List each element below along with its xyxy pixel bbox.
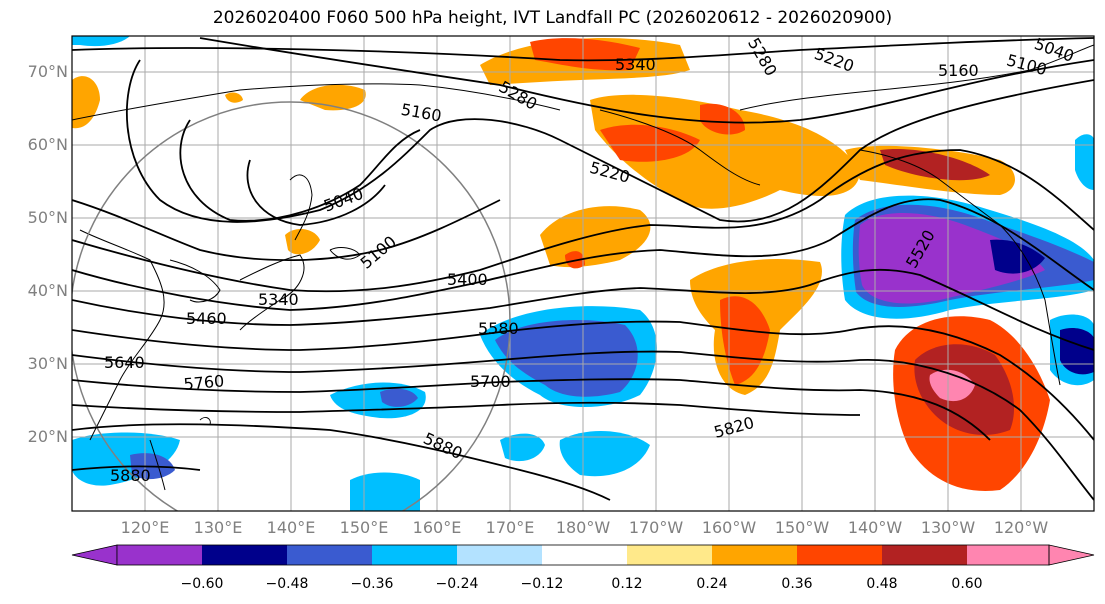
colorbar-tick: −0.48 (265, 576, 309, 592)
contour-label: 5700 (470, 372, 511, 391)
lat-label: 50°N (27, 208, 68, 227)
lon-label: 160°W (701, 518, 757, 537)
colorbar-tick: −0.24 (435, 576, 479, 592)
map-frame (71, 35, 1095, 512)
lon-label: 170°W (628, 518, 684, 537)
lon-label: 150°E (339, 518, 389, 537)
contour-label: 5400 (447, 270, 488, 289)
colorbar-segment (542, 545, 627, 565)
lon-label: 160°E (412, 518, 462, 537)
lon-label: 130°W (920, 518, 976, 537)
lat-label: 20°N (27, 427, 68, 446)
colorbar-extend-high (1048, 544, 1095, 566)
ivt-positive-anomalies (225, 37, 1050, 491)
contour-label: 5880 (110, 466, 151, 485)
colorbar-segment (882, 545, 967, 565)
contour-label: 5340 (615, 55, 656, 74)
lon-label: 150°W (774, 518, 830, 537)
height-contours (72, 37, 1094, 501)
lon-label: 140°E (266, 518, 316, 537)
lat-label: 40°N (27, 281, 68, 300)
colorbar-segment (287, 545, 372, 565)
colorbar-tick: 0.48 (866, 576, 898, 592)
contour-label: 5640 (104, 353, 145, 372)
colorbar-tick: −0.60 (180, 576, 224, 592)
colorbar-segment (457, 545, 542, 565)
lon-label: 140°W (847, 518, 903, 537)
reference-circle (72, 101, 511, 511)
contour-label: 5760 (183, 371, 225, 393)
colorbar-tick: 0.36 (781, 576, 813, 592)
lat-label: 70°N (27, 62, 68, 81)
lon-label: 120°E (120, 518, 170, 537)
colorbar-tick: 0.60 (951, 576, 983, 592)
contour-label: 5340 (258, 290, 299, 309)
colorbar-segment (117, 545, 202, 565)
contour-label: 5460 (186, 309, 227, 328)
colorbar-tick: 0.24 (696, 576, 728, 592)
lon-label: 180°W (555, 518, 611, 537)
map-title: 2026020400 F060 500 hPa height, IVT Land… (212, 8, 893, 28)
contour-label: 5580 (478, 319, 519, 338)
colorbar-tick: −0.36 (350, 576, 394, 592)
colorbar-segment (712, 545, 797, 565)
lat-label: 60°N (27, 135, 68, 154)
colorbar (71, 544, 1095, 566)
lon-label: 170°E (485, 518, 535, 537)
colorbar-segment (797, 545, 882, 565)
lon-label: 120°W (993, 518, 1049, 537)
lat-label: 30°N (27, 354, 68, 373)
colorbar-segment (967, 545, 1049, 565)
colorbar-segment (202, 545, 287, 565)
colorbar-segment (627, 545, 712, 565)
graticule (72, 36, 1094, 511)
contour-label: 5160 (938, 61, 979, 80)
colorbar-extend-low (71, 544, 118, 566)
lon-label: 130°E (193, 518, 243, 537)
colorbar-tick: −0.12 (520, 576, 564, 592)
colorbar-tick: 0.12 (611, 576, 643, 592)
colorbar-segment (372, 545, 457, 565)
